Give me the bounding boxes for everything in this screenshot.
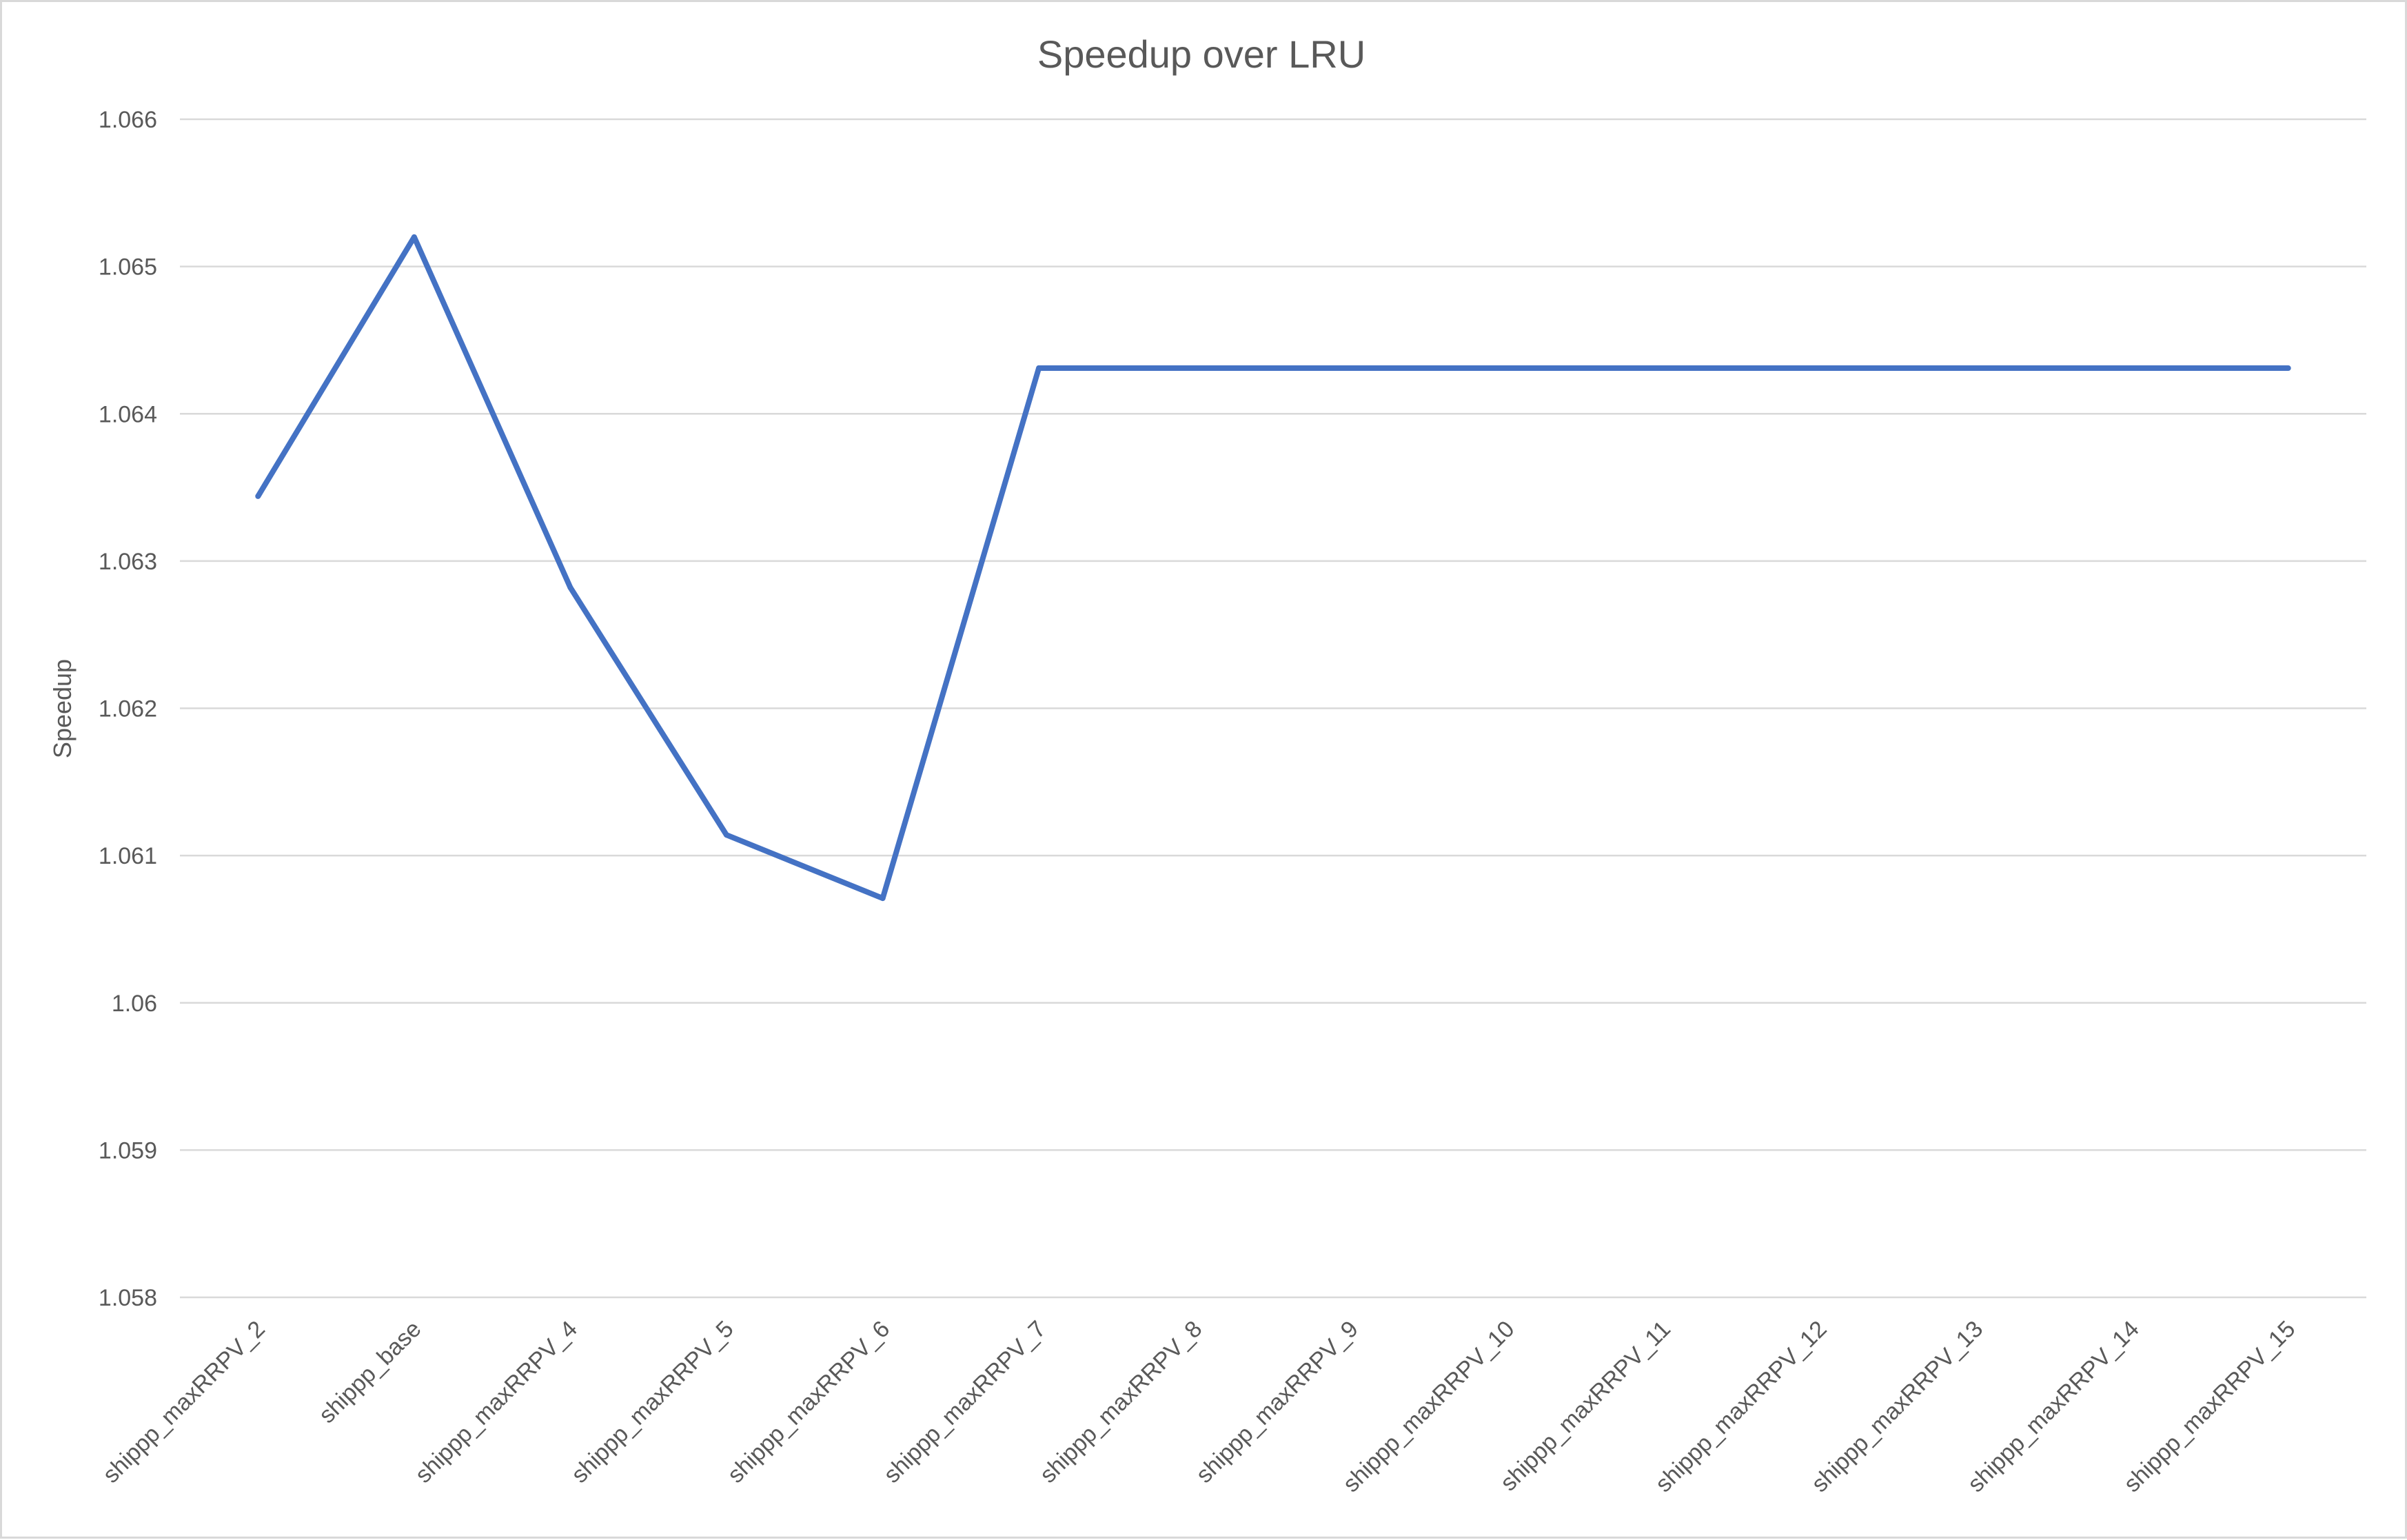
y-tick-label: 1.058	[99, 1285, 157, 1311]
x-tick-label: shippp_maxRRPV_4	[410, 1316, 582, 1488]
data-point	[1348, 365, 1354, 372]
data-point	[1504, 365, 1510, 372]
x-tick-label: shippp_maxRRPV_9	[1191, 1316, 1363, 1488]
data-point	[1817, 365, 1822, 372]
data-point	[2129, 365, 2135, 372]
gridlines	[180, 118, 2366, 1299]
y-axis-ticks: 1.058 1.059 1.06 1.061 1.062 1.063 1.064 1.065 1…	[99, 107, 157, 1311]
y-tick-label: 1.06	[112, 991, 157, 1017]
data-point	[2285, 365, 2291, 372]
data-point	[567, 585, 573, 591]
y-tick-label: 1.061	[99, 843, 157, 869]
data-point	[1973, 365, 1979, 372]
y-tick-label: 1.059	[99, 1137, 157, 1164]
y-tick-label: 1.062	[99, 696, 157, 722]
series-line	[255, 234, 2288, 902]
data-point	[724, 832, 729, 838]
x-tick-label: shippp_maxRRPV_12	[1650, 1316, 1831, 1497]
x-tick-label: shippp_maxRRPV_11	[1495, 1316, 1676, 1497]
y-tick-label: 1.063	[99, 549, 157, 575]
x-tick-label: shippp_maxRRPV_13	[1807, 1316, 1988, 1497]
data-point	[880, 895, 886, 902]
data-point	[1192, 365, 1198, 372]
y-tick-label: 1.066	[99, 107, 157, 133]
data-point	[411, 234, 417, 240]
data-point	[1660, 365, 1667, 372]
chart-title: Speedup over LRU	[1037, 32, 1365, 76]
x-tick-label: shippp_maxRRPV_14	[1962, 1316, 2144, 1497]
y-tick-label: 1.064	[99, 401, 157, 427]
data-point	[1036, 365, 1042, 372]
x-tick-label: shippp_maxRRPV_5	[567, 1316, 739, 1488]
x-tick-label: shippp_base	[314, 1316, 426, 1428]
x-tick-label: shippp_maxRRPV_2	[98, 1316, 270, 1488]
x-tick-label: shippp_maxRRPV_7	[879, 1316, 1051, 1488]
x-axis-ticks: shippp_maxRRPV_2 shippp_baseshippp_maxRRP…	[98, 1316, 2300, 1497]
x-tick-label: shippp_maxRRPV_15	[2119, 1316, 2300, 1497]
x-tick-label: shippp_maxRRPV_6	[722, 1316, 895, 1488]
x-tick-label: shippp_maxRRPV_8	[1035, 1316, 1207, 1488]
y-tick-label: 1.065	[99, 254, 157, 281]
data-point	[255, 493, 261, 499]
y-axis-title: Speedup	[48, 659, 77, 758]
x-tick-label: shippp_maxRRPV_10	[1338, 1316, 1519, 1497]
series-group	[255, 234, 2291, 902]
